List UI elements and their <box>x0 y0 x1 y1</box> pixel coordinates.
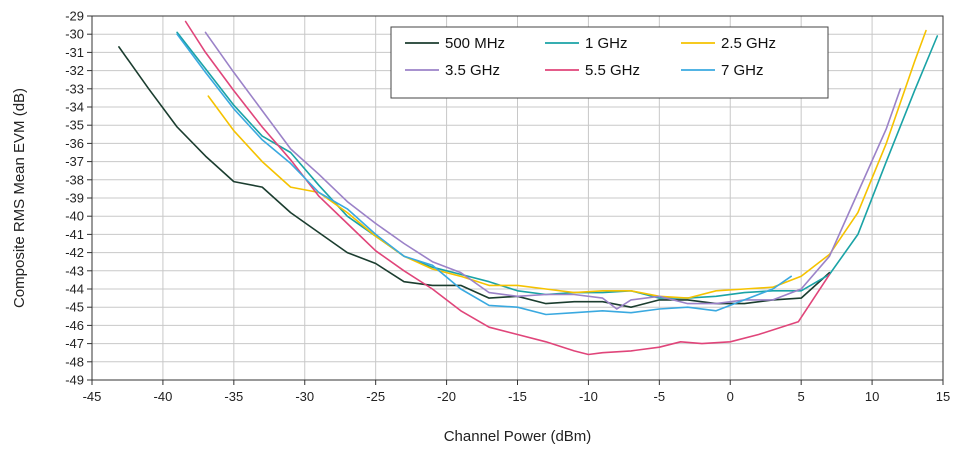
series-layer <box>118 20 939 356</box>
series-line-2-5-ghz <box>207 29 927 299</box>
y-tick-label: -42 <box>65 245 84 260</box>
x-tick-label: -40 <box>154 389 173 404</box>
y-tick-label: -41 <box>65 227 84 242</box>
series-line-1-ghz <box>176 31 939 299</box>
x-tick-label: 5 <box>798 389 805 404</box>
legend-entry-label: 7 GHz <box>721 62 764 79</box>
x-axis-label: Channel Power (dBm) <box>444 428 592 445</box>
y-tick-label: -40 <box>65 209 84 224</box>
y-tick-label: -34 <box>65 100 84 115</box>
y-tick-label: -48 <box>65 354 84 369</box>
legend-box <box>390 26 829 99</box>
y-tick-label: -46 <box>65 318 84 333</box>
y-tick-label: -32 <box>65 63 84 78</box>
y-tick-label: -35 <box>65 118 84 133</box>
x-tick-label: 15 <box>936 389 950 404</box>
x-tick-label: -30 <box>295 389 314 404</box>
x-tick-label: 10 <box>865 389 879 404</box>
x-tick-label: -15 <box>508 389 527 404</box>
y-tick-label: -37 <box>65 154 84 169</box>
x-tick-label: -10 <box>579 389 598 404</box>
y-tick-label: -45 <box>65 300 84 315</box>
series-line-3-5-ghz <box>204 31 902 310</box>
x-tick-label: -25 <box>366 389 385 404</box>
y-tick-label: -49 <box>65 373 84 388</box>
y-tick-label: -33 <box>65 81 84 96</box>
y-tick-label: -39 <box>65 191 84 206</box>
axis-ticks: -45 -40 -35 -30 -25 -20 -15 -10 -5 0 5 10 15 -29 -30 -3… <box>65 9 950 405</box>
legend-entry-label: 2.5 GHz <box>721 35 776 52</box>
legend-entry-label: 1 GHz <box>585 35 628 52</box>
series-line-5-5-ghz <box>184 20 831 356</box>
legend-entry-label: 5.5 GHz <box>585 62 640 79</box>
x-tick-label: -20 <box>437 389 456 404</box>
legend-entry-label: 500 MHz <box>445 35 505 52</box>
x-tick-label: -5 <box>654 389 666 404</box>
y-tick-label: -38 <box>65 172 84 187</box>
y-tick-label: -44 <box>65 282 84 297</box>
legend: 500 MHz 1 GHz 2.5 GHz 3.5 GHz 5.5 GHz 7 GHz <box>390 26 829 99</box>
y-axis-label: Composite RMS Mean EVM (dB) <box>11 88 28 308</box>
legend-entry-label: 3.5 GHz <box>445 62 500 79</box>
y-tick-label: -31 <box>65 45 84 60</box>
y-tick-label: -43 <box>65 263 84 278</box>
y-tick-label: -30 <box>65 27 84 42</box>
y-tick-label: -36 <box>65 136 84 151</box>
x-tick-label: -45 <box>83 389 102 404</box>
x-tick-label: 0 <box>727 389 734 404</box>
series-line-7-ghz <box>176 33 793 316</box>
x-tick-label: -35 <box>224 389 243 404</box>
y-tick-label: -29 <box>65 9 84 24</box>
y-tick-label: -47 <box>65 336 84 351</box>
